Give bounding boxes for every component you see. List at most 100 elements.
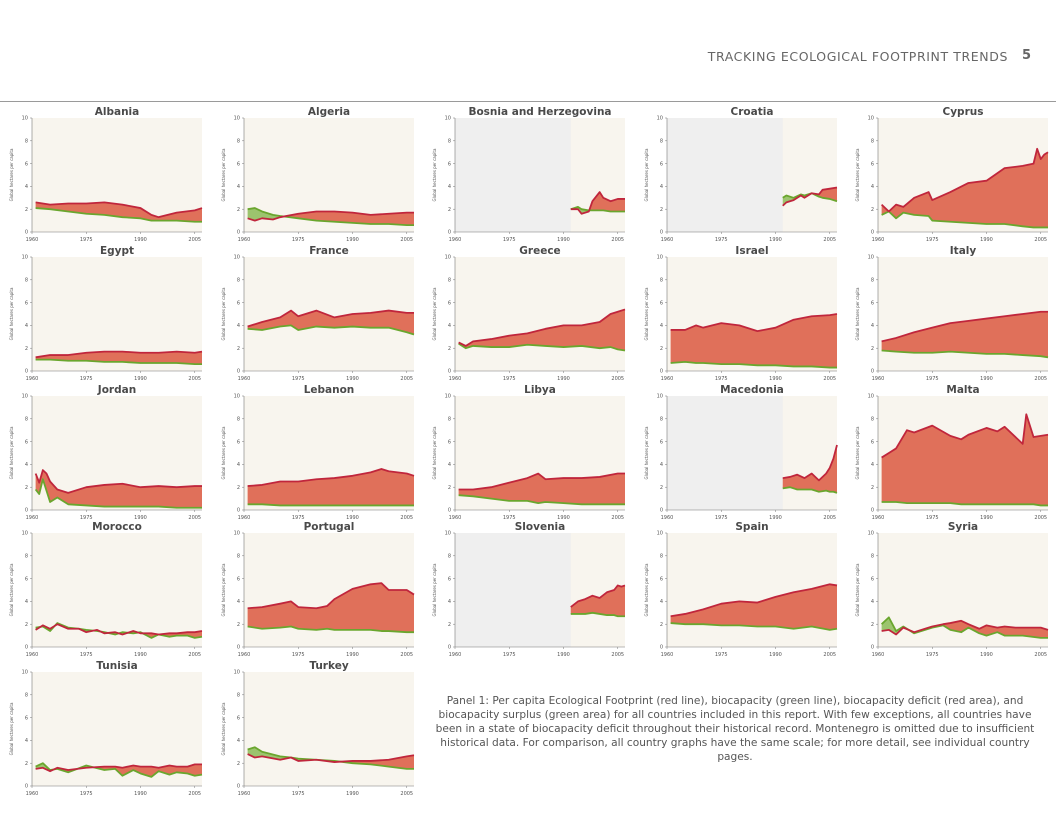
- x-tick-label: 2005: [1034, 376, 1047, 382]
- biocapacity-line: [881, 210, 1048, 229]
- x-tick-label: 2005: [400, 515, 413, 521]
- x-tick-label: 1975: [80, 791, 93, 797]
- x-tick-label: 1990: [346, 515, 359, 521]
- x-tick-label: 1960: [872, 376, 885, 382]
- footprint-line: [881, 310, 1048, 343]
- y-tick-label: 8: [871, 554, 874, 560]
- footprint-line: [458, 472, 625, 491]
- y-tick-label: 0: [448, 230, 451, 236]
- no-data-region: [455, 118, 571, 232]
- x-tick-label: 1960: [26, 237, 39, 243]
- y-axis-label: Global hectares per capita: [221, 563, 226, 616]
- x-tick-label: 1975: [80, 376, 93, 382]
- biocapacity-line: [34, 478, 202, 509]
- y-tick-label: 10: [445, 394, 451, 400]
- x-tick-label: 2005: [400, 652, 413, 658]
- y-tick-label: 6: [237, 300, 240, 306]
- y-tick-label: 6: [660, 439, 663, 445]
- y-tick-label: 0: [237, 369, 240, 375]
- x-tick-label: 1975: [503, 237, 516, 243]
- y-tick-label: 10: [445, 531, 451, 537]
- x-tick-label: 1990: [769, 652, 782, 658]
- y-tick-label: 6: [237, 715, 240, 721]
- biocapacity-line: [570, 611, 625, 618]
- x-tick-label: 2005: [823, 376, 836, 382]
- x-tick-label: 1960: [661, 652, 674, 658]
- x-tick-label: 1960: [26, 376, 39, 382]
- biocapacity-line: [782, 486, 838, 494]
- y-tick-label: 2: [448, 622, 451, 628]
- y-tick-label: 10: [868, 255, 874, 261]
- y-tick-label: 8: [237, 278, 240, 284]
- x-tick-label: 2005: [188, 791, 201, 797]
- x-tick-label: 1960: [26, 791, 39, 797]
- chart-title: Tunisia: [96, 660, 138, 672]
- x-tick-label: 1990: [557, 515, 570, 521]
- chart-albania: Albania 0 2 4 6 8 10 1960 1975 1990 2005 Global hec…: [9, 106, 203, 243]
- y-tick-label: 6: [25, 576, 28, 582]
- x-tick-label: 1990: [134, 515, 147, 521]
- y-tick-label: 6: [25, 715, 28, 721]
- y-tick-label: 4: [237, 184, 240, 190]
- no-data-region: [455, 533, 571, 647]
- y-tick-label: 6: [25, 300, 28, 306]
- x-tick-label: 1960: [26, 652, 39, 658]
- y-axis-label: Global hectares per capita: [9, 702, 14, 755]
- y-tick-label: 2: [660, 622, 663, 628]
- y-tick-label: 2: [237, 761, 240, 767]
- deficit-area: [881, 311, 1048, 358]
- x-tick-label: 1975: [715, 237, 728, 243]
- x-tick-label: 1990: [980, 515, 993, 521]
- y-tick-label: 6: [660, 300, 663, 306]
- x-tick-label: 1975: [80, 237, 93, 243]
- chart-title: Turkey: [309, 660, 348, 672]
- biocapacity-line: [881, 501, 1048, 507]
- x-tick-label: 1990: [980, 652, 993, 658]
- footprint-line: [670, 313, 838, 333]
- header-divider: [0, 101, 1056, 102]
- x-tick-label: 1975: [715, 376, 728, 382]
- x-tick-label: 1990: [769, 515, 782, 521]
- x-tick-label: 1975: [292, 652, 305, 658]
- y-tick-label: 0: [660, 230, 663, 236]
- x-tick-label: 2005: [611, 652, 624, 658]
- y-axis-label: Global hectares per capita: [221, 287, 226, 340]
- footprint-line: [881, 413, 1049, 459]
- chart-tunisia: Tunisia 0 2 4 6 8 10 1960 1975 1990 2005 Global hec…: [9, 660, 203, 797]
- chart-malta: Malta 0 2 4 6 8 10 1960 1975 1990 2005 Global hecta…: [855, 384, 1049, 521]
- deficit-area: [35, 470, 202, 508]
- x-tick-label: 1975: [80, 652, 93, 658]
- chart-title: Morocco: [92, 521, 142, 533]
- y-axis-label: Global hectares per capita: [432, 563, 437, 616]
- deficit-area: [670, 584, 837, 630]
- y-tick-label: 0: [237, 508, 240, 514]
- y-tick-label: 6: [237, 439, 240, 445]
- x-tick-label: 1975: [926, 652, 939, 658]
- y-tick-label: 6: [25, 439, 28, 445]
- footprint-line: [570, 191, 625, 215]
- x-tick-label: 2005: [1034, 652, 1047, 658]
- y-tick-label: 8: [237, 554, 240, 560]
- chart-portugal: Portugal 0 2 4 6 8 10 1960 1975 1990 2005 Global he…: [221, 521, 415, 658]
- y-tick-label: 2: [25, 207, 28, 213]
- chart-israel: Israel 0 2 4 6 8 10 1960 1975 1990 2005 Global hect…: [644, 245, 838, 382]
- x-tick-label: 2005: [823, 652, 836, 658]
- y-tick-label: 0: [660, 369, 663, 375]
- y-tick-label: 8: [660, 139, 663, 145]
- y-tick-label: 2: [237, 485, 240, 491]
- y-tick-label: 8: [448, 278, 451, 284]
- chart-title: Libya: [524, 384, 556, 396]
- x-tick-label: 2005: [611, 515, 624, 521]
- x-tick-label: 1990: [769, 237, 782, 243]
- biocapacity-line: [880, 616, 1048, 639]
- chart-bosnia-and-herzegovina: Bosnia and Herzegovina 0 2 4 6 8 10 1960 1975 199…: [432, 106, 625, 243]
- y-tick-label: 6: [448, 161, 451, 167]
- y-tick-label: 10: [445, 255, 451, 261]
- y-axis-label: Global hectares per capita: [644, 426, 649, 479]
- y-axis-label: Global hectares per capita: [855, 426, 860, 479]
- y-axis-label: Global hectares per capita: [855, 287, 860, 340]
- biocapacity-line: [247, 207, 414, 227]
- y-tick-label: 8: [237, 693, 240, 699]
- y-tick-label: 10: [22, 670, 28, 676]
- y-tick-label: 8: [660, 554, 663, 560]
